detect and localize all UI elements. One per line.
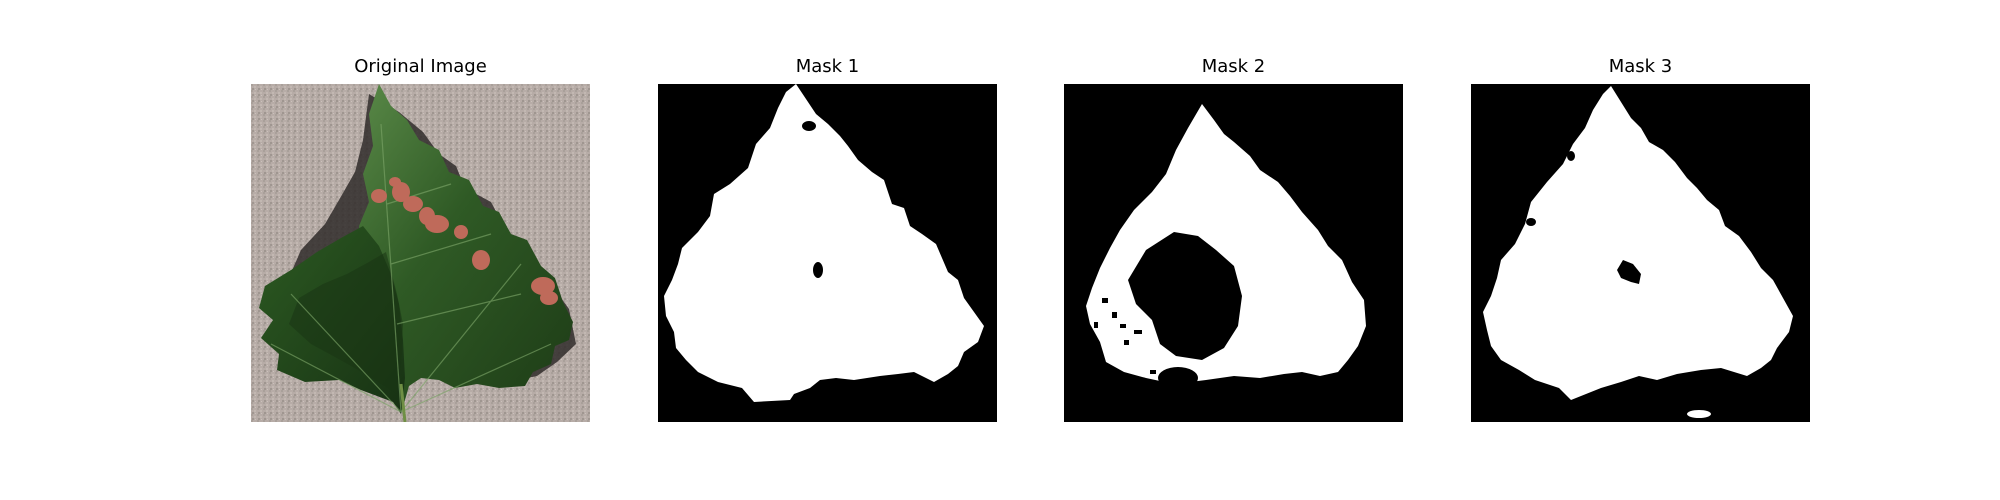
mask-hole-bottom <box>1158 367 1198 389</box>
leaf-veins <box>270 123 552 413</box>
mask-3-image <box>1471 84 1810 422</box>
panel-mask-2: Mask 2 <box>1064 56 1403 422</box>
mask-2-image <box>1064 84 1403 422</box>
panel-title: Mask 3 <box>1608 56 1673 77</box>
mask-foreground <box>1483 86 1793 400</box>
leaf-left-overlay <box>289 252 403 394</box>
mask-blob-bottom <box>1687 410 1711 418</box>
mask-hole-large <box>1128 232 1242 360</box>
panel-title: Mask 2 <box>1201 56 1266 77</box>
mask-holes <box>1526 151 1641 284</box>
mask-foreground <box>664 84 984 402</box>
panel-title: Mask 1 <box>795 56 860 77</box>
mask-1-image <box>658 84 997 422</box>
panel-mask-1: Mask 1 <box>658 56 997 422</box>
mask-speckle <box>1094 298 1156 374</box>
leaf-stem <box>399 383 407 422</box>
original-leaf-photo <box>251 84 590 422</box>
panel-mask-3: Mask 3 <box>1471 56 1810 422</box>
leaf-lesions <box>371 177 558 305</box>
panel-original-image: Original Image <box>251 56 590 422</box>
mask-holes <box>802 121 863 278</box>
panel-title: Original Image <box>354 56 487 77</box>
